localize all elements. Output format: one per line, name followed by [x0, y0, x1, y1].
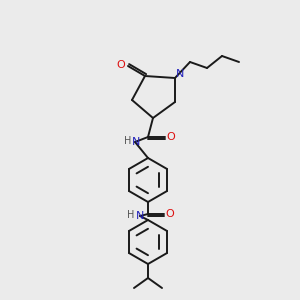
Text: N: N: [136, 211, 144, 221]
Text: N: N: [132, 137, 140, 147]
Text: O: O: [117, 60, 125, 70]
Text: O: O: [167, 132, 176, 142]
Text: H: H: [127, 210, 135, 220]
Text: N: N: [176, 69, 184, 79]
Text: O: O: [166, 209, 174, 219]
Text: H: H: [124, 136, 132, 146]
